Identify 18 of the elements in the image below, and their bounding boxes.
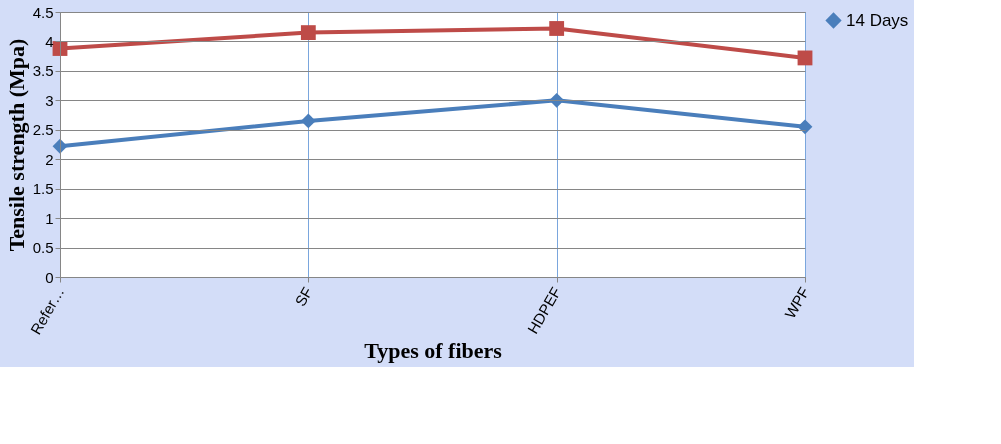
y-tick-label: 2.5 <box>32 121 54 139</box>
point <box>549 21 565 36</box>
y-tick-label: 4 <box>45 32 54 50</box>
y-tick-label: 3 <box>45 91 54 109</box>
point <box>300 25 316 41</box>
y-tick-label: 3.5 <box>32 62 54 80</box>
y-tick-label: 1 <box>45 209 54 227</box>
y-tick-label: 1.5 <box>32 180 54 198</box>
y-axis-title: Tensile strength (Mpa) <box>3 38 29 252</box>
y-tick-label: 2 <box>45 150 54 168</box>
y-tick-label: 4.5 <box>32 3 54 21</box>
y-tick-label: 0 <box>45 268 54 286</box>
x-axis-title: Types of fibers <box>364 338 503 364</box>
y-tick-label: 0.5 <box>32 239 54 257</box>
point <box>300 113 316 129</box>
point <box>797 119 813 135</box>
legend-label: 14 Days <box>846 10 909 30</box>
x-tick-label: SF <box>291 284 316 310</box>
